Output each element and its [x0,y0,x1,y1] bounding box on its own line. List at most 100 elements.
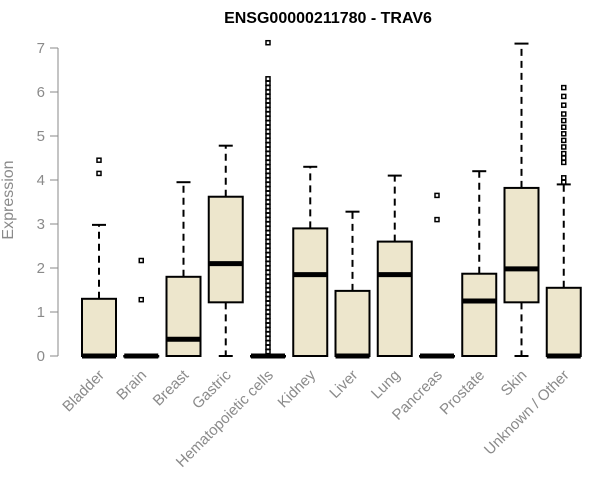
iqr-box [334,289,371,358]
outlier-point [265,243,271,249]
outlier-point [265,291,271,298]
outlier-point [265,304,271,311]
box-hematopoietic-cells [250,39,286,359]
outlier-point [265,137,271,144]
category-label: Brain [113,367,150,404]
outlier-point [265,234,271,240]
iqr-box [207,195,244,304]
outlier-point [265,98,271,104]
outlier-point [561,150,567,157]
outlier-point [265,106,271,113]
outlier-point [561,131,567,137]
outlier-point [434,216,440,223]
outlier-point [265,344,271,350]
outlier-point [265,313,271,320]
iqr-box [81,297,117,357]
iqr-box [376,240,413,358]
outlier-point [265,265,271,271]
outlier-point [265,80,271,86]
outlier-point [265,269,271,276]
outlier-point [561,124,567,130]
outlier-point [265,256,271,262]
box-skin [503,42,540,357]
outlier-point [265,84,271,91]
box-breast [165,181,202,357]
outlier-point [265,252,271,258]
outlier-point [265,225,271,232]
outlier-point [265,177,271,183]
outlier-point [561,84,567,91]
outlier-point [265,274,271,280]
outlier-point [96,157,102,163]
outlier-point [265,300,271,306]
box-gastric [207,144,244,357]
outlier-point [265,159,271,166]
outlier-point [561,144,567,150]
outlier-point [265,335,271,342]
outlier-point [265,128,271,135]
iqr-box [461,272,498,357]
outlier-point [265,278,271,284]
outlier-point [265,102,271,108]
outlier-point [265,181,271,188]
outlier-point [265,287,271,293]
outlier-point [265,199,271,205]
category-label: Liver [326,367,361,402]
iqr-box [292,227,329,357]
outlier-point [265,340,271,346]
iqr-box [545,286,582,357]
outlier-point [138,296,144,303]
box-prostate [461,170,498,357]
box-liver [334,210,371,359]
category-label: Skin [498,367,531,400]
outlier-point [265,115,271,122]
y-axis-label: Expression [0,160,17,239]
outlier-point [265,164,271,170]
iqr-box [165,275,202,357]
y-tick-label: 7 [37,40,45,57]
y-tick-label: 5 [37,128,45,145]
box-brain [123,257,160,359]
outlier-point [265,326,271,333]
iqr-box [503,186,540,304]
outlier-point [265,348,271,355]
outlier-point [265,282,271,289]
outlier-point [561,102,567,108]
box-kidney [292,165,329,357]
outlier-point [265,124,271,130]
outlier-point [265,208,271,214]
y-tick-label: 1 [37,304,45,321]
outlier-point [265,111,271,117]
outlier-point [561,179,567,185]
outlier-point [265,120,271,126]
y-tick-label: 4 [37,172,45,189]
box-bladder [81,157,117,359]
y-axis-ticks: 0 1 2 3 4 5 6 7 [37,40,58,365]
box-plots [81,39,582,359]
outlier-point [265,221,271,227]
outlier-point [265,186,271,192]
chart-title: ENSG00000211780 - TRAV6 [224,10,432,27]
outlier-point [265,142,271,148]
y-tick-label: 3 [37,216,45,233]
outlier-point [265,322,271,328]
category-label: Kidney [275,366,320,411]
outlier-point [561,117,567,124]
outlier-point [265,190,271,196]
outlier-point [265,318,271,324]
outlier-point [265,331,271,337]
outlier-point [561,137,567,144]
outlier-point [434,192,440,199]
outlier-point [265,168,271,174]
y-tick-label: 2 [37,260,45,277]
y-tick-label: 6 [37,84,45,101]
outlier-point [561,159,567,166]
outlier-point [561,155,567,161]
y-tick-label: 0 [37,348,45,365]
outlier-point [265,212,271,218]
outlier-point [265,39,271,46]
outlier-point [265,133,271,139]
outlier-point [138,257,144,264]
